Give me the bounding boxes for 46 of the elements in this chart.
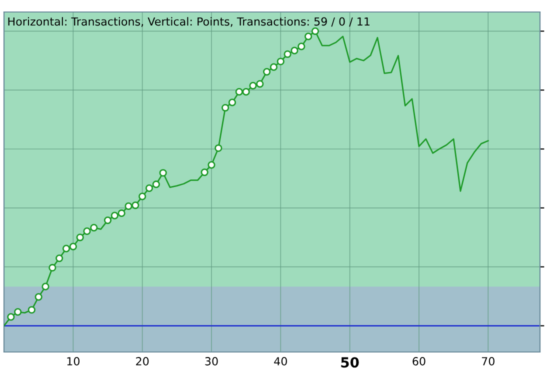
- point: [214, 144, 222, 152]
- point: [118, 209, 126, 218]
- point: [256, 80, 264, 88]
- point: [200, 168, 208, 176]
- point: [311, 27, 320, 35]
- point: [304, 32, 312, 40]
- point: [228, 98, 236, 106]
- point: [14, 308, 22, 316]
- point: [69, 242, 77, 250]
- point: [222, 104, 230, 112]
- point: [110, 212, 118, 220]
- point: [263, 68, 271, 76]
- point: [76, 234, 84, 242]
- point: [48, 264, 56, 272]
- x-tick-label: 60: [412, 357, 426, 366]
- point: [284, 50, 292, 58]
- point: [34, 293, 42, 301]
- point: [62, 244, 70, 252]
- point: [152, 180, 160, 188]
- point: [104, 216, 112, 224]
- point: [270, 63, 278, 71]
- point: [7, 313, 15, 321]
- point: [132, 201, 140, 210]
- x-tick-label: 40: [274, 357, 287, 366]
- point: [290, 46, 298, 54]
- point: [42, 282, 50, 290]
- point: [124, 202, 132, 210]
- point: [208, 161, 216, 169]
- x-tick-label: 10: [67, 357, 80, 366]
- point: [276, 58, 284, 66]
- point: [249, 82, 257, 90]
- point: [90, 224, 98, 232]
- point: [83, 227, 91, 236]
- x-tick-label: 70: [482, 357, 494, 366]
- x-tick-label: 50: [341, 357, 359, 368]
- point: [138, 192, 146, 200]
- point: [235, 88, 243, 96]
- x-tick-label: 20: [136, 357, 149, 366]
- point: [28, 306, 36, 314]
- point: [56, 254, 64, 262]
- point: [159, 169, 167, 177]
- point: [298, 42, 306, 50]
- x-tick-label: 30: [205, 357, 218, 366]
- chart-title: Horizontal: Transactions, Vertical: Points, Transactions: 59 / 0 / 11: [8, 17, 370, 27]
- point: [145, 184, 154, 192]
- point: [242, 88, 250, 96]
